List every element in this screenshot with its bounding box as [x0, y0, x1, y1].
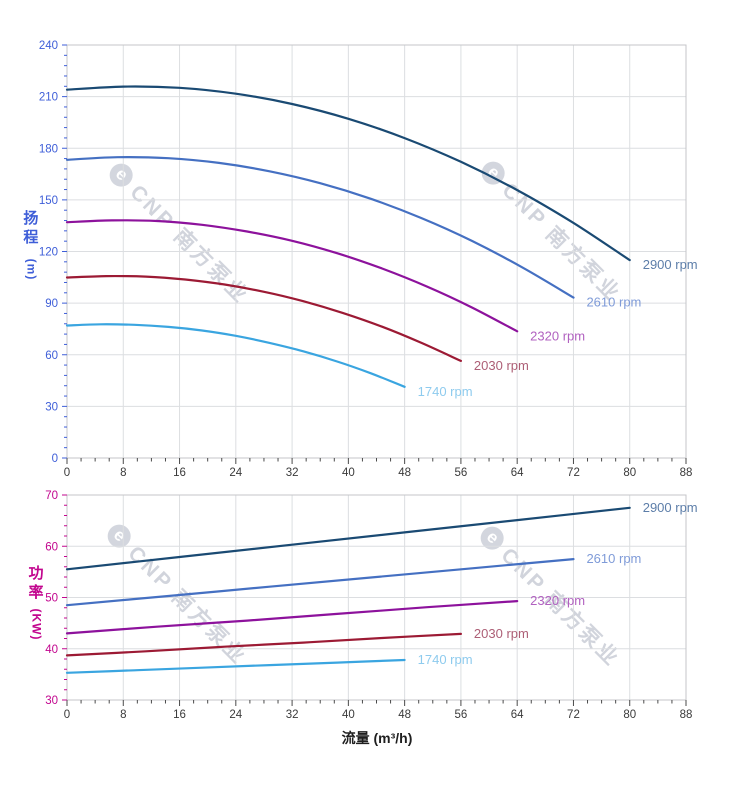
curve-2320-rpm: [65, 600, 519, 635]
axis-title-char: 功: [28, 565, 44, 582]
y-tick-label: 150: [39, 195, 58, 207]
curve-label-2610-rpm: 2610 rpm: [586, 551, 641, 566]
curve-2030-rpm: [65, 274, 462, 362]
curve-label-2610-rpm: 2610 rpm: [586, 295, 641, 310]
power-axis-title: 功率 (KW): [20, 565, 52, 640]
curve-2900-rpm: [65, 506, 631, 571]
x-tick-label: 32: [286, 467, 299, 479]
y-tick-label: 30: [45, 695, 58, 707]
x-tick-label: 48: [398, 709, 411, 721]
x-tick-label: 40: [342, 467, 355, 479]
flow-axis-title: 流量 (m³/h): [341, 730, 413, 746]
charts-svg: 0 8 16 24 32 40 48 56 64 72 80 88030609012015018021…: [39, 40, 698, 721]
y-tick-label: 180: [39, 143, 58, 155]
x-tick-label: 56: [455, 467, 468, 479]
head-axis-title: 扬程 (m): [20, 210, 42, 280]
curve-label-2320-rpm: 2320 rpm: [530, 328, 585, 343]
x-tick-label: 32: [286, 709, 299, 721]
x-tick-label: 0: [64, 467, 70, 479]
y-tick-label: 240: [39, 40, 58, 52]
x-tick-label: 40: [342, 709, 355, 721]
x-tick-label: 72: [567, 709, 580, 721]
y-tick-label: 40: [45, 644, 58, 656]
curve-1740-rpm: [65, 323, 406, 388]
x-tick-label: 8: [120, 709, 126, 721]
x-tick-label: 48: [398, 467, 411, 479]
x-tick-label: 64: [511, 709, 524, 721]
y-tick-label: 50: [45, 593, 58, 605]
x-axis-ticks: 0 8 16 24 32 40 48 56 64 72 80 88: [64, 458, 693, 479]
curve-label-2900-rpm: 2900 rpm: [643, 257, 698, 272]
curve-label-2030-rpm: 2030 rpm: [474, 358, 529, 373]
x-tick-label: 0: [64, 709, 70, 721]
curve-2900-rpm: [65, 85, 631, 262]
y-tick-label: 0: [52, 453, 58, 465]
curve-label-2030-rpm: 2030 rpm: [474, 626, 529, 641]
x-tick-label: 16: [173, 709, 186, 721]
x-tick-label: 24: [229, 709, 242, 721]
x-tick-label: 24: [229, 467, 242, 479]
y-tick-label: 30: [45, 401, 58, 413]
axis-title-char: 率: [28, 583, 44, 601]
x-tick-label: 72: [567, 467, 580, 479]
axis-title-unit: (KW): [29, 608, 44, 640]
x-tick-label: 88: [680, 709, 693, 721]
curve-1740-rpm: [65, 658, 406, 674]
curve-2610-rpm: [65, 156, 575, 299]
x-tick-label: 56: [455, 709, 468, 721]
y-tick-label: 210: [39, 92, 58, 104]
curve-label-1740-rpm: 1740 rpm: [418, 384, 473, 399]
y-axis-ticks: 0 30 60 90 120 150 180 210 240: [39, 40, 67, 465]
curve-label-2320-rpm: 2320 rpm: [530, 593, 585, 608]
y-tick-label: 120: [39, 247, 58, 259]
curve-2320-rpm: [65, 219, 519, 333]
power-chart: 0 8 16 24 32 40 48 56 64 72 80 88 30 40 50 60 70 2900 rpm…: [45, 490, 697, 721]
x-tick-label: 64: [511, 467, 524, 479]
axis-title-char: 程: [23, 228, 39, 246]
curve-2030-rpm: [65, 632, 462, 657]
gridlines: [66, 44, 687, 459]
curve-label-2900-rpm: 2900 rpm: [643, 500, 698, 515]
y-tick-label: 90: [45, 298, 58, 310]
y-tick-label: 60: [45, 350, 58, 362]
curve-label-1740-rpm: 1740 rpm: [418, 652, 473, 667]
x-axis-ticks: 0 8 16 24 32 40 48 56 64 72 80 88: [64, 700, 693, 721]
x-tick-label: 80: [623, 467, 636, 479]
y-tick-label: 60: [45, 541, 58, 553]
x-tick-label: 80: [623, 709, 636, 721]
curve-2610-rpm: [65, 558, 575, 607]
x-tick-label: 88: [680, 467, 693, 479]
y-axis-ticks: 30 40 50 60 70: [45, 490, 67, 707]
head-chart: 0 8 16 24 32 40 48 56 64 72 80 88 0 30 60 90 120 150 180 21…: [39, 40, 698, 479]
x-tick-label: 16: [173, 467, 186, 479]
x-tick-label: 8: [120, 467, 126, 479]
axis-title-char: 扬: [23, 210, 39, 227]
y-tick-label: 70: [45, 490, 58, 502]
axis-title-unit: (m): [24, 258, 39, 280]
